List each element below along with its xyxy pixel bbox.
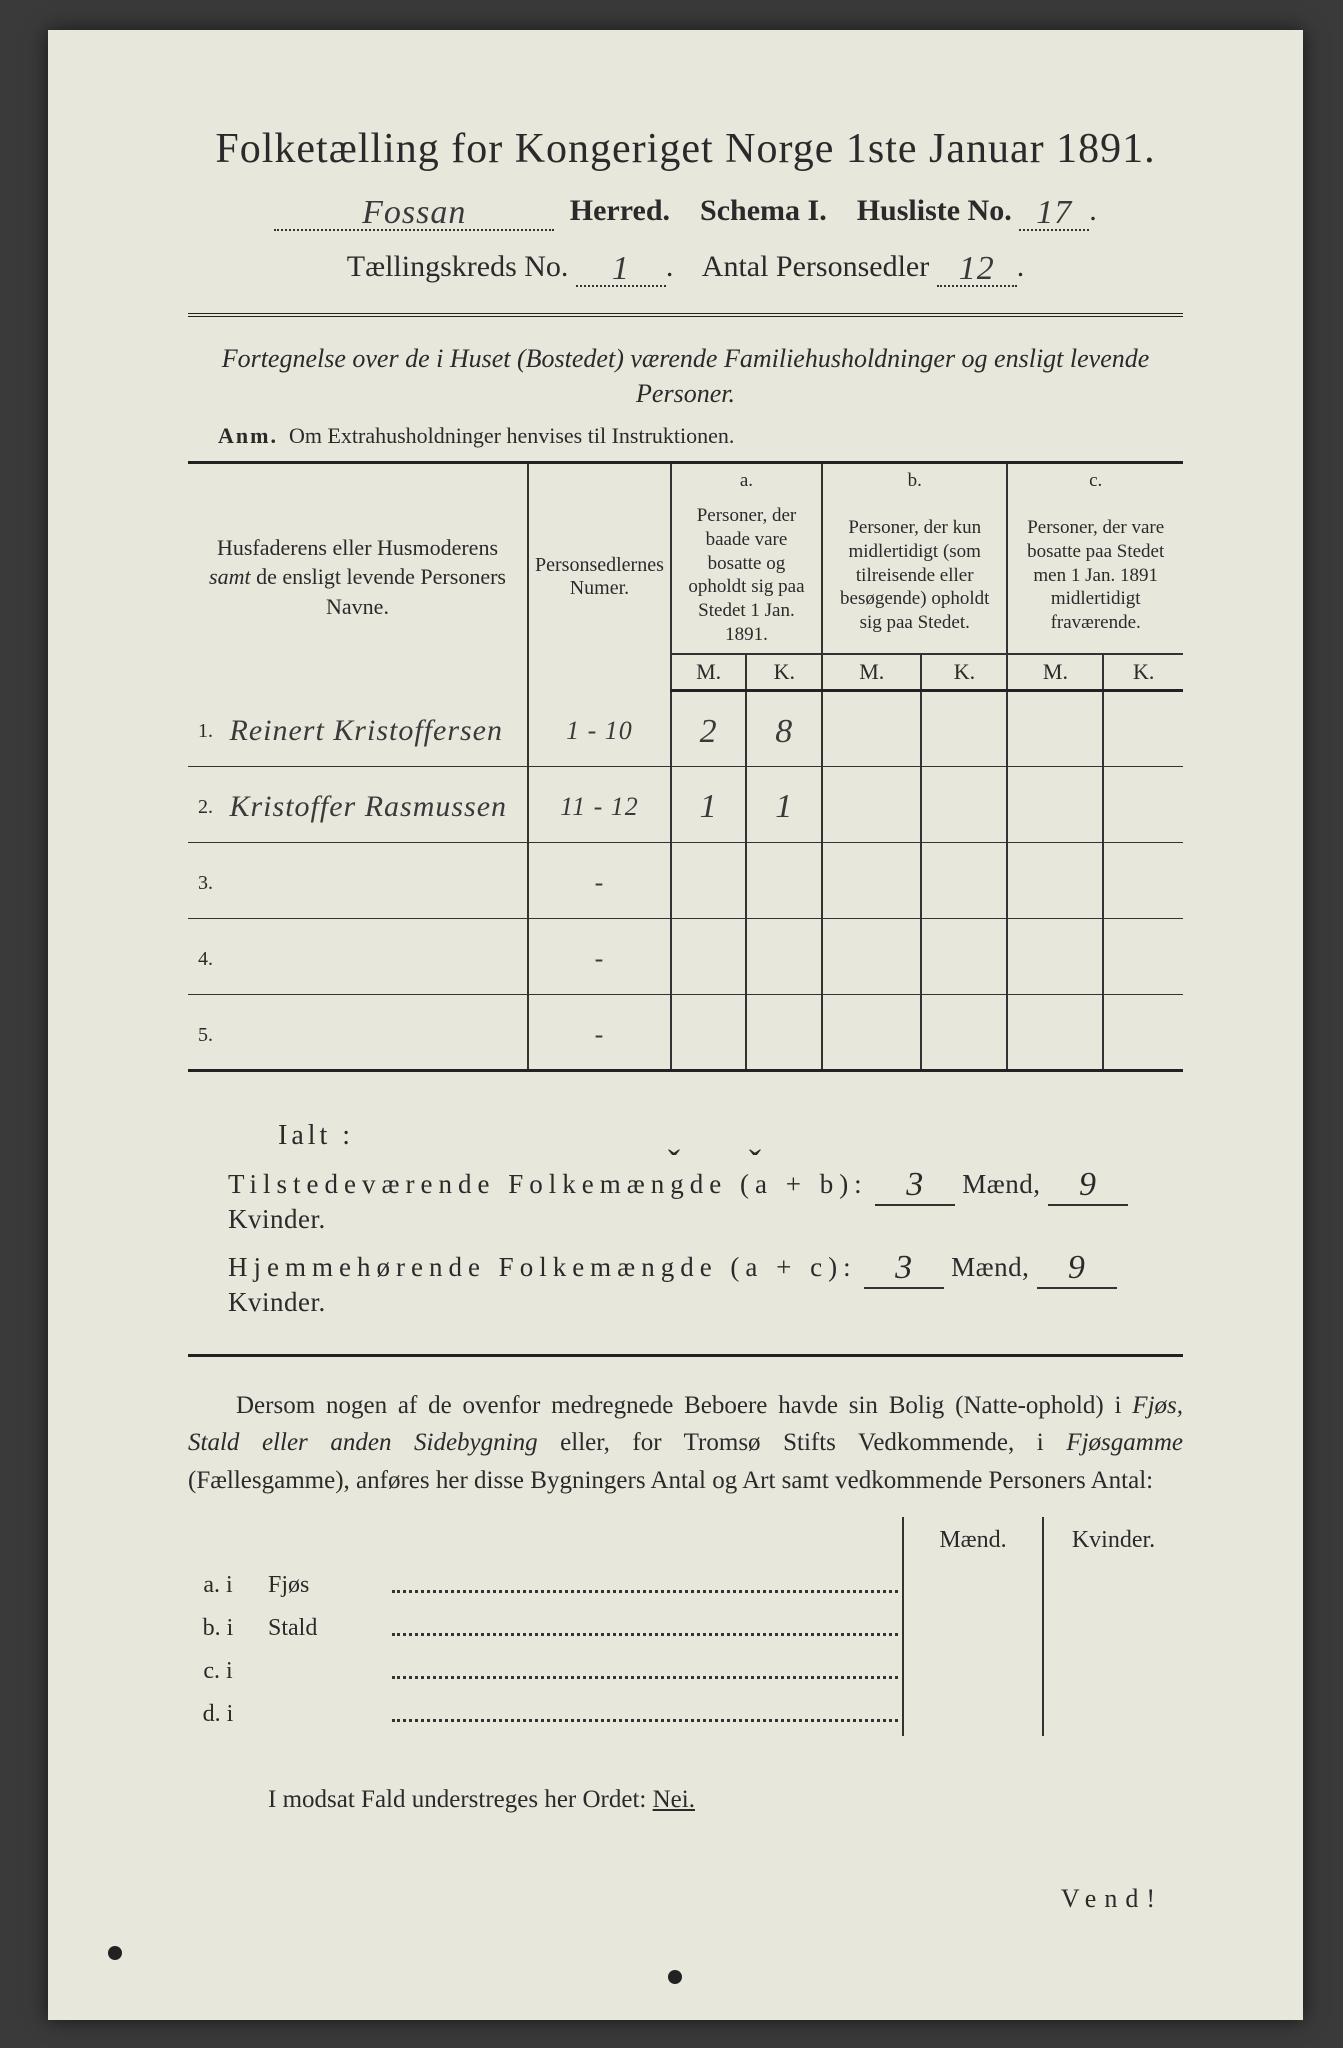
divider-2 (188, 1354, 1183, 1357)
sub-maend: Mænd. (903, 1517, 1043, 1564)
sub-row: d. i (188, 1693, 1183, 1736)
table-row: 4. - (188, 918, 1183, 994)
sub-row: a. iFjøs (188, 1564, 1183, 1607)
table-row: 5. - (188, 994, 1183, 1070)
check-marks: ˬ ˬ (668, 1114, 791, 1156)
buildings-table: Mænd. Kvinder. a. iFjøsb. iStaldc. id. i (188, 1517, 1183, 1736)
table-header-row-1: Husfaderens eller Husmoderens samt de en… (188, 463, 1183, 499)
col-b: Personer, der kun midlertidigt (som tilr… (822, 498, 1007, 654)
header-line-2: Tællingskreds No. 1. Antal Personsedler … (188, 247, 1183, 287)
kvinder-1: Kvinder. (228, 1204, 326, 1234)
col-b-k: K. (921, 654, 1007, 691)
col-num: Personsedlernes Numer. (528, 463, 671, 691)
nei-pre: I modsat Fald understreges her Ordet: (268, 1786, 653, 1813)
annotation: Anm. Om Extrahusholdninger henvises til … (218, 423, 1183, 449)
maend-1: Mænd, (962, 1169, 1040, 1199)
col-b-letter: b. (822, 463, 1007, 499)
tot1-m: 3 (875, 1166, 955, 1206)
anm-label: Anm. (218, 423, 278, 448)
col-names: Husfaderens eller Husmoderens samt de en… (209, 535, 506, 619)
ink-spot (668, 1970, 682, 1984)
tot2-k: 9 (1037, 1249, 1117, 1289)
sub-header: Mænd. Kvinder. (188, 1517, 1183, 1564)
page-title: Folketælling for Kongeriget Norge 1ste J… (188, 125, 1183, 173)
description: Fortegnelse over de i Huset (Bostedet) v… (188, 341, 1183, 411)
census-form-page: Folketælling for Kongeriget Norge 1ste J… (48, 30, 1303, 2020)
col-c-letter: c. (1007, 463, 1183, 499)
husliste-label: Husliste No. (857, 194, 1012, 227)
nei-line: I modsat Fald understreges her Ordet: Ne… (268, 1786, 1183, 1814)
col-c: Personer, der vare bosatte paa Stedet me… (1007, 498, 1183, 654)
schema-label: Schema I. (700, 194, 827, 227)
kreds-label: Tællingskreds No. (347, 250, 569, 283)
after-table: ˬ ˬ Ialt : Tilstedeværende Folkemængde (… (188, 1120, 1183, 1318)
herred-value: Fossan (362, 194, 466, 231)
total-line-2: Hjemmehørende Folkemængde (a + c): 3 Mæn… (228, 1247, 1183, 1318)
sub-kvinder: Kvinder. (1043, 1517, 1183, 1564)
col-c-k: K. (1103, 654, 1183, 691)
tot2-label: Hjemmehørende Folkemængde (a + c): (228, 1252, 857, 1282)
tot1-label: Tilstedeværende Folkemængde (a + b): (228, 1169, 868, 1199)
anm-text: Om Extrahusholdninger henvises til Instr… (289, 423, 734, 448)
kvinder-2: Kvinder. (228, 1287, 326, 1317)
vend: Vend! (188, 1884, 1183, 1914)
husliste-value: 17 (1036, 194, 1072, 231)
antal-value: 12 (959, 250, 995, 287)
paragraph: Dersom nogen af de ovenfor medregnede Be… (188, 1387, 1183, 1500)
kreds-value: 1 (612, 250, 630, 287)
tot1-k: 9 (1048, 1166, 1128, 1206)
sub-row: c. i (188, 1650, 1183, 1693)
divider (188, 313, 1183, 317)
table-row: 2. Kristoffer Rasmussen11 - 1211 (188, 766, 1183, 842)
tot2-m: 3 (864, 1249, 944, 1289)
total-line-1: Tilstedeværende Folkemængde (a + b): 3 M… (228, 1164, 1183, 1235)
col-a-m: M. (671, 654, 747, 691)
sub-row: b. iStald (188, 1607, 1183, 1650)
col-a: Personer, der baade vare bosatte og opho… (671, 498, 822, 654)
households-table: Husfaderens eller Husmoderens samt de en… (188, 461, 1183, 1072)
herred-label: Herred. (570, 194, 670, 227)
col-b-m: M. (822, 654, 921, 691)
nei-word: Nei. (653, 1786, 695, 1813)
col-a-letter: a. (671, 463, 822, 499)
antal-label: Antal Personsedler (702, 250, 929, 283)
ink-spot (108, 1946, 122, 1960)
col-c-m: M. (1007, 654, 1103, 691)
col-a-k: K. (746, 654, 822, 691)
table-row: 3. - (188, 842, 1183, 918)
table-row: 1. Reinert Kristoffersen1 - 1028 (188, 690, 1183, 766)
header-line-1: Fossan Herred. Schema I. Husliste No. 17… (188, 191, 1183, 231)
maend-2: Mænd, (951, 1252, 1029, 1282)
